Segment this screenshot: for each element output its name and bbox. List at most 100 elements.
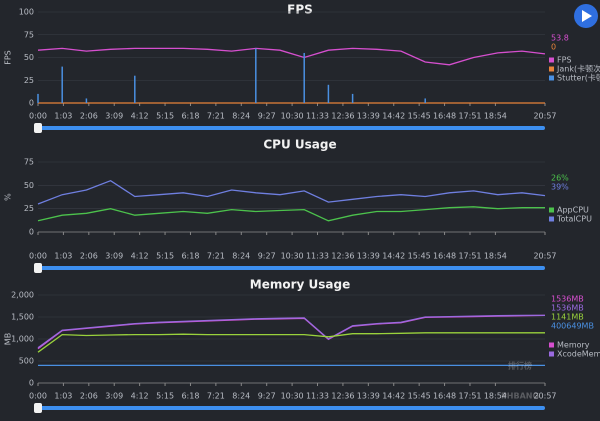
x-tick-label: 12:36 — [331, 252, 354, 261]
x-tick-label: 7:21 — [207, 252, 225, 261]
x-tick-label: 4:12 — [131, 252, 149, 261]
current-value: 0 — [551, 43, 556, 52]
legend-swatch — [549, 75, 554, 81]
x-tick-label: 15:45 — [408, 252, 431, 261]
x-tick-label: 18:54 — [484, 112, 507, 121]
legend-label: Jank(卡顿次数) — [556, 64, 600, 74]
x-tick-label: 3:09 — [105, 252, 123, 261]
x-tick-label: 10:30 — [281, 112, 304, 121]
x-tick-label: 20:57 — [533, 112, 556, 121]
series-line — [37, 314, 545, 349]
x-tick-label: 10:30 — [281, 252, 304, 261]
x-tick-label: 20:57 — [533, 252, 556, 261]
slider-handle[interactable] — [34, 123, 42, 133]
x-tick-label: 16:48 — [433, 252, 456, 261]
x-tick-label: 15:45 — [408, 392, 431, 401]
play-icon[interactable] — [582, 10, 592, 22]
watermark-sub: PHBANG — [501, 392, 539, 401]
current-value: 53.8 — [551, 34, 569, 43]
series-line — [37, 332, 545, 353]
legend-label: Memory — [557, 341, 590, 350]
x-tick-label: 17:51 — [458, 252, 481, 261]
x-tick-label: 17:51 — [458, 392, 481, 401]
watermark: 排行榜 — [508, 361, 532, 371]
x-tick-label: 12:36 — [331, 112, 354, 121]
current-value: 1536MB — [551, 295, 584, 304]
x-tick-label: 6:18 — [181, 112, 199, 121]
y-axis-label: MB — [4, 333, 13, 345]
legend-swatch — [549, 351, 554, 357]
x-tick-label: 14:42 — [382, 112, 405, 121]
x-tick-label: 10:30 — [281, 392, 304, 401]
x-tick-label: 18:54 — [484, 252, 507, 261]
y-tick-label: 1,000 — [11, 335, 34, 344]
x-tick-label: 9:27 — [258, 392, 276, 401]
x-tick-label: 8:24 — [232, 112, 250, 121]
legend-swatch — [549, 216, 554, 222]
y-tick-label: 50 — [24, 53, 34, 62]
x-tick-label: 8:24 — [232, 392, 250, 401]
x-tick-label: 9:27 — [258, 252, 276, 261]
x-tick-label: 8:24 — [232, 252, 250, 261]
chart-title: FPS — [287, 3, 313, 17]
series-line — [37, 179, 546, 205]
x-tick-label: 13:39 — [357, 392, 380, 401]
y-tick-label: 0 — [29, 379, 34, 388]
x-tick-label: 7:21 — [207, 392, 225, 401]
y-tick-label: 1,500 — [11, 313, 34, 322]
timeline-slider — [38, 406, 545, 410]
y-axis-label: FPS — [4, 50, 13, 65]
x-tick-label: 7:21 — [207, 112, 225, 121]
x-tick-label: 2:06 — [80, 112, 98, 121]
x-tick-label: 11:33 — [306, 392, 329, 401]
x-tick-label: 2:06 — [80, 252, 98, 261]
legend-label: XcodeMemory — [557, 350, 600, 359]
x-tick-label: 16:48 — [433, 112, 456, 121]
x-tick-label: 17:51 — [458, 112, 481, 121]
x-tick-label: 15:45 — [408, 112, 431, 121]
x-tick-label: 11:33 — [306, 112, 329, 121]
x-tick-label: 1:03 — [54, 112, 72, 121]
x-tick-label: 0:00 — [29, 252, 47, 261]
timeline-slider — [38, 266, 545, 270]
current-value: 1141MB — [551, 313, 584, 322]
y-tick-label: 75 — [24, 158, 34, 167]
x-tick-label: 11:33 — [306, 252, 329, 261]
y-axis-label: % — [4, 193, 13, 201]
y-tick-label: 100 — [19, 8, 34, 17]
x-tick-label: 4:12 — [131, 112, 149, 121]
x-tick-label: 2:06 — [80, 392, 98, 401]
x-tick-label: 5:15 — [156, 392, 174, 401]
legend-label: TotalCPU — [556, 215, 592, 224]
legend-label: Stutter(卡顿率) — [557, 73, 600, 83]
legend-label: AppCPU — [557, 206, 589, 215]
x-tick-label: 13:39 — [357, 112, 380, 121]
current-value: 400649MB — [551, 322, 594, 331]
legend-swatch — [549, 66, 554, 72]
y-tick-label: 25 — [24, 76, 34, 85]
current-value: 1536MB — [551, 304, 584, 313]
slider-handle[interactable] — [34, 403, 42, 413]
x-tick-label: 6:18 — [181, 392, 199, 401]
x-tick-label: 16:48 — [433, 392, 456, 401]
play-button[interactable] — [574, 4, 598, 28]
slider-handle[interactable] — [34, 263, 42, 273]
y-tick-label: 500 — [19, 357, 34, 366]
x-tick-label: 0:00 — [29, 112, 47, 121]
x-tick-label: 14:42 — [382, 392, 405, 401]
timeline-slider — [38, 126, 545, 130]
y-tick-label: 50 — [24, 181, 34, 190]
x-tick-label: 13:39 — [357, 252, 380, 261]
x-tick-label: 4:12 — [131, 392, 149, 401]
chart-title: CPU Usage — [263, 138, 336, 152]
chart-title: Memory Usage — [250, 278, 350, 292]
series-line — [37, 206, 545, 222]
x-tick-label: 6:18 — [181, 252, 199, 261]
y-tick-label: 75 — [24, 30, 34, 39]
legend-swatch — [549, 57, 554, 63]
series-line — [37, 47, 546, 66]
current-value: 26% — [551, 174, 569, 183]
x-tick-label: 12:36 — [331, 392, 354, 401]
